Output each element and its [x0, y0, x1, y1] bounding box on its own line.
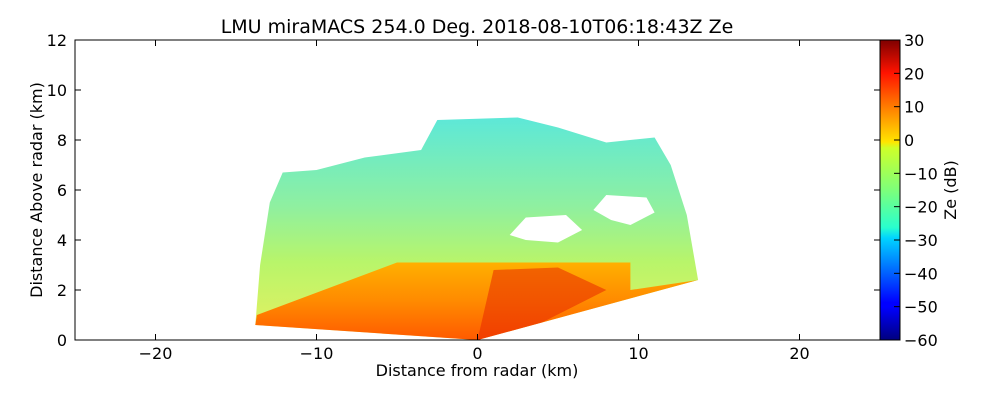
colorbar-tick-label: −10 — [904, 164, 938, 183]
y-tick-label: 6 — [57, 181, 67, 200]
x-tick-label: 0 — [472, 344, 482, 363]
x-axis: −20 −10 0 10 20 — [139, 40, 810, 363]
chart-title: LMU miraMACS 254.0 Deg. 2018-08-10T06:18… — [221, 16, 734, 38]
colorbar-tick-label: −20 — [904, 198, 938, 217]
echo-core — [477, 267, 607, 340]
y-tick-label: 0 — [57, 331, 67, 350]
colorbar-tick-label: −40 — [904, 264, 938, 283]
y-axis: 0 2 4 6 8 10 12 — [47, 31, 880, 350]
y-tick-label: 2 — [57, 281, 67, 300]
x-axis-label: Distance from radar (km) — [376, 361, 579, 380]
x-tick-label: 10 — [628, 344, 648, 363]
colorbar — [879, 39, 901, 341]
y-tick-label: 8 — [57, 131, 67, 150]
y-axis-label: Distance Above radar (km) — [27, 82, 46, 298]
colorbar-tick-label: −30 — [904, 231, 938, 250]
colorbar-tick-label: 0 — [904, 131, 914, 150]
y-tick-label: 4 — [57, 231, 67, 250]
colorbar-tick-label: 10 — [904, 98, 924, 117]
echo-gap — [509, 215, 583, 243]
radar-echo — [255, 117, 699, 340]
x-tick-label: −20 — [139, 344, 173, 363]
colorbar-tick-label: −50 — [904, 298, 938, 317]
colorbar-tick-label: 20 — [904, 64, 924, 83]
colorbar-tick-label: −60 — [904, 331, 938, 350]
colorbar-axis: 30 20 10 0 −10 −20 −30 −40 −50 −60 — [894, 31, 938, 350]
colorbar-tick-label: 30 — [904, 31, 924, 50]
y-tick-label: 10 — [47, 81, 67, 100]
x-tick-label: 20 — [789, 344, 809, 363]
x-tick-label: −10 — [300, 344, 334, 363]
colorbar-label: Ze (dB) — [941, 160, 960, 220]
y-tick-label: 12 — [47, 31, 67, 50]
echo-gap — [593, 195, 655, 225]
